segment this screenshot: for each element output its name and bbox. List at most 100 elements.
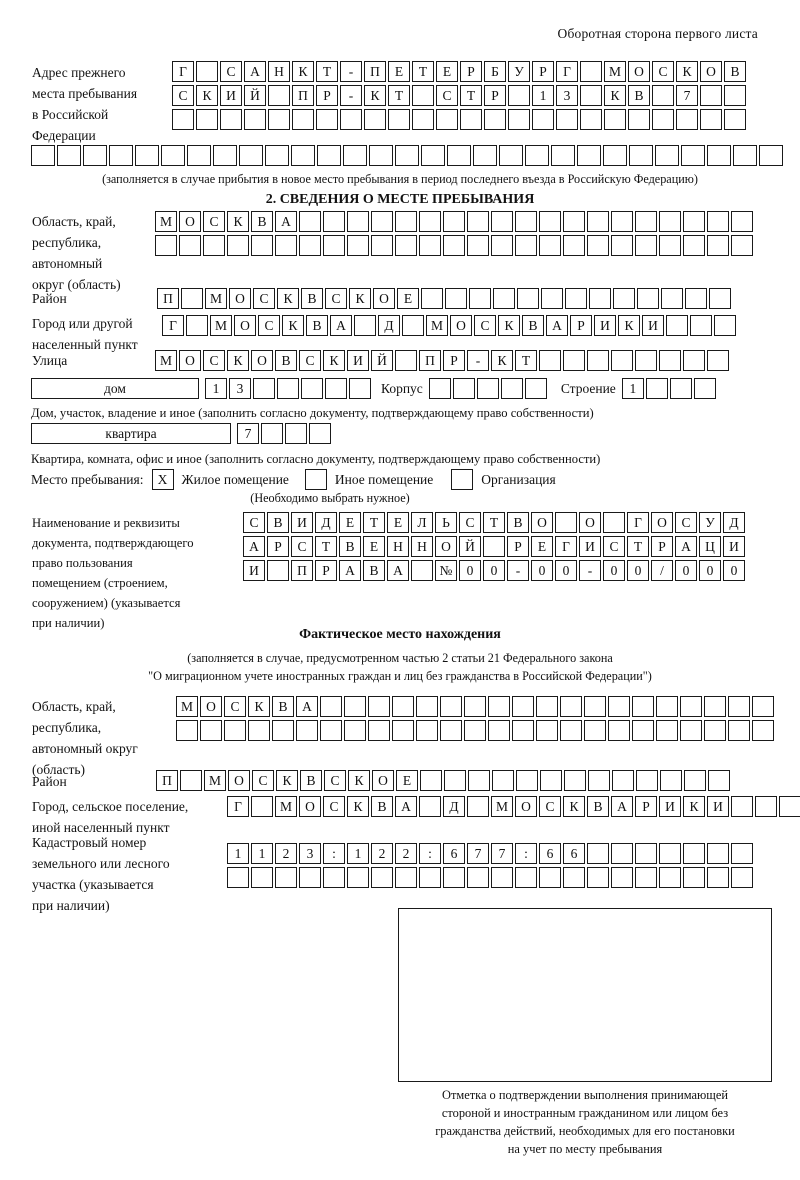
form-cell[interactable]: : — [323, 843, 345, 864]
form-cell[interactable] — [187, 145, 211, 166]
form-cell[interactable] — [320, 720, 342, 741]
form-cell[interactable] — [364, 109, 386, 130]
form-cell[interactable] — [659, 211, 681, 232]
form-cell[interactable] — [724, 85, 746, 106]
form-cell[interactable] — [309, 423, 331, 444]
form-cell[interactable]: - — [340, 85, 362, 106]
form-cell[interactable]: 1 — [621, 378, 644, 399]
form-cell[interactable]: С — [459, 512, 481, 533]
form-cell[interactable]: Т — [412, 61, 434, 82]
form-cell[interactable]: П — [291, 560, 313, 581]
form-cell[interactable] — [251, 796, 273, 817]
form-cell[interactable] — [469, 288, 491, 309]
form-cell[interactable] — [731, 843, 753, 864]
form-cell[interactable] — [443, 211, 465, 232]
form-cell[interactable]: Р — [460, 61, 482, 82]
form-cell[interactable] — [536, 696, 558, 717]
form-cell[interactable] — [349, 378, 371, 399]
form-cell[interactable] — [700, 85, 722, 106]
form-cell[interactable]: 0 — [531, 560, 553, 581]
prev-address-row-3[interactable] — [172, 109, 746, 130]
form-cell[interactable]: И — [243, 560, 265, 581]
form-cell[interactable]: 1 — [251, 843, 273, 864]
form-cell[interactable]: Т — [316, 61, 338, 82]
form-cell[interactable]: М — [604, 61, 626, 82]
form-cell[interactable] — [532, 109, 554, 130]
form-cell[interactable]: А — [387, 560, 409, 581]
form-cell[interactable]: М — [176, 696, 198, 717]
document-row-3[interactable]: И П Р А В А № 0 0-0 0-0 0/0 0 0 — [243, 560, 745, 581]
form-cell[interactable]: С — [252, 770, 274, 791]
form-cell[interactable] — [239, 145, 263, 166]
form-cell[interactable]: Д — [723, 512, 745, 533]
form-cell[interactable] — [517, 288, 539, 309]
form-cell[interactable] — [656, 696, 678, 717]
form-cell[interactable] — [587, 350, 609, 371]
form-cell[interactable] — [57, 145, 81, 166]
form-cell[interactable] — [707, 867, 729, 888]
form-cell[interactable] — [700, 109, 722, 130]
form-cell[interactable] — [347, 867, 369, 888]
form-cell[interactable]: 0 — [627, 560, 649, 581]
form-cell[interactable] — [500, 378, 523, 399]
form-cell[interactable] — [580, 61, 602, 82]
form-cell[interactable]: Т — [627, 536, 649, 557]
form-cell[interactable]: Р — [484, 85, 506, 106]
form-cell[interactable] — [447, 145, 471, 166]
form-cell[interactable] — [580, 85, 602, 106]
form-cell[interactable] — [707, 145, 731, 166]
form-cell[interactable] — [244, 109, 266, 130]
form-cell[interactable] — [551, 145, 575, 166]
form-cell[interactable] — [525, 145, 549, 166]
form-cell[interactable]: К — [676, 61, 698, 82]
form-cell[interactable] — [539, 867, 561, 888]
form-cell[interactable]: К — [491, 350, 513, 371]
form-cell[interactable] — [317, 145, 341, 166]
form-cell[interactable] — [515, 235, 537, 256]
form-cell[interactable] — [227, 867, 249, 888]
form-cell[interactable] — [536, 720, 558, 741]
form-cell[interactable] — [752, 720, 774, 741]
cadastral-row-2[interactable] — [227, 867, 753, 888]
form-cell[interactable]: В — [272, 696, 294, 717]
form-cell[interactable]: / — [651, 560, 673, 581]
form-cell[interactable]: Р — [532, 61, 554, 82]
form-cell[interactable] — [580, 109, 602, 130]
form-cell[interactable]: О — [450, 315, 472, 336]
form-cell[interactable] — [275, 235, 297, 256]
form-cell[interactable] — [445, 288, 467, 309]
form-cell[interactable] — [155, 235, 177, 256]
form-cell[interactable] — [443, 867, 465, 888]
form-cell[interactable] — [556, 109, 578, 130]
form-cell[interactable]: 1 — [532, 85, 554, 106]
form-cell[interactable] — [587, 235, 609, 256]
form-cell[interactable]: М — [205, 288, 227, 309]
form-cell[interactable] — [368, 720, 390, 741]
form-cell[interactable]: М — [491, 796, 513, 817]
form-cell[interactable]: К — [604, 85, 626, 106]
form-cell[interactable] — [176, 720, 198, 741]
checkbox-organizaciya[interactable] — [451, 469, 474, 490]
form-cell[interactable]: В — [301, 288, 323, 309]
form-cell[interactable] — [412, 85, 434, 106]
form-cell[interactable] — [563, 235, 585, 256]
form-cell[interactable]: И — [291, 512, 313, 533]
form-cell[interactable]: С — [325, 288, 347, 309]
form-cell[interactable]: В — [267, 512, 289, 533]
form-cell[interactable]: С — [539, 796, 561, 817]
form-cell[interactable]: № — [435, 560, 457, 581]
form-cell[interactable]: С — [203, 350, 225, 371]
form-cell[interactable]: Е — [397, 288, 419, 309]
form-cell[interactable] — [395, 350, 417, 371]
form-cell[interactable]: М — [204, 770, 226, 791]
form-cell[interactable] — [440, 696, 462, 717]
form-cell[interactable] — [731, 867, 753, 888]
form-cell[interactable] — [251, 235, 273, 256]
form-cell[interactable]: И — [220, 85, 242, 106]
form-cell[interactable] — [707, 843, 729, 864]
form-cell[interactable] — [268, 85, 290, 106]
